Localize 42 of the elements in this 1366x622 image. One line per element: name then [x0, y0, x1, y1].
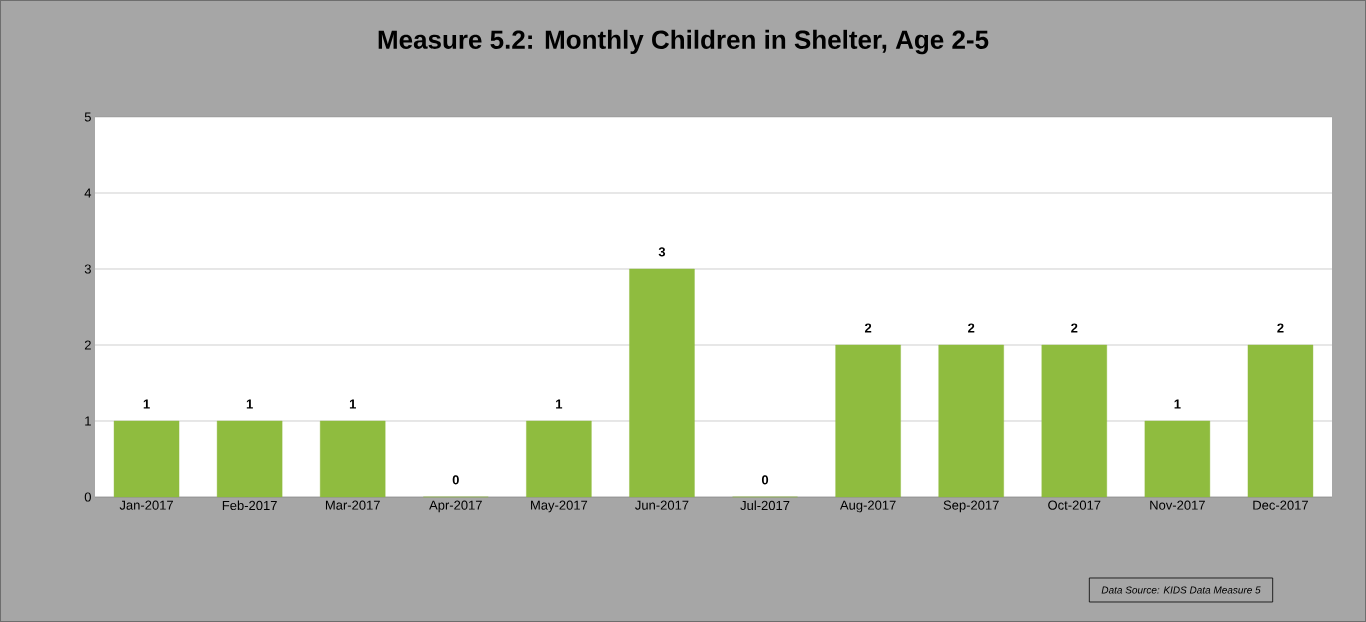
bar: [1144, 420, 1211, 498]
x-tick-label: Jul-2017: [740, 500, 790, 511]
data-label: 1: [1174, 399, 1181, 409]
x-tick-label: Dec-2017: [1253, 500, 1308, 510]
data-label: 0: [452, 475, 459, 485]
y-tick-label: 4: [84, 188, 92, 198]
data-label: 2: [1071, 323, 1078, 333]
y-tick-label: 2: [84, 340, 91, 350]
data-label: 1: [143, 399, 150, 409]
x-tick-label: Oct-2017: [1048, 500, 1101, 510]
bar: [835, 344, 901, 498]
bar: [629, 268, 695, 498]
bar: [216, 420, 283, 498]
x-tick-label: May-2017: [531, 500, 588, 513]
x-tick-label: Sep-2017: [943, 500, 999, 513]
y-tick-label: 3: [84, 264, 91, 274]
data-label: 0: [761, 475, 769, 485]
data-label: 1: [556, 399, 563, 409]
chart-title: Measure 5.2: Monthly Children in Shelter, Age 2-5: [378, 29, 989, 55]
bar: [1247, 344, 1314, 498]
data-label: 3: [658, 247, 666, 257]
bar: [526, 420, 592, 498]
data-label: 2: [1277, 323, 1284, 333]
x-tick-label: Jun-2017: [635, 500, 689, 510]
data-label: 2: [968, 323, 975, 333]
x-tick-label: Mar-2017: [325, 500, 380, 510]
bar: [1041, 344, 1107, 498]
x-tick-label: Nov-2017: [1150, 500, 1205, 510]
x-tick-label: Aug-2017: [839, 500, 896, 513]
x-tick-label: Jan-2017: [119, 500, 173, 510]
data-label: 2: [864, 323, 872, 333]
x-tick-label: Feb-2017: [222, 500, 277, 511]
data-label: 1: [349, 399, 356, 409]
bar: [113, 420, 180, 498]
y-tick-label: 5: [84, 112, 91, 122]
bar: [320, 420, 386, 498]
y-tick-label: 1: [85, 416, 91, 426]
y-tick-label: 0: [84, 492, 91, 502]
source-note: Data Source: KIDS Data Measure 5: [1101, 586, 1261, 594]
x-tick-label: Apr-2017: [429, 500, 482, 513]
bar: [938, 344, 1004, 498]
data-label: 1: [246, 399, 253, 409]
